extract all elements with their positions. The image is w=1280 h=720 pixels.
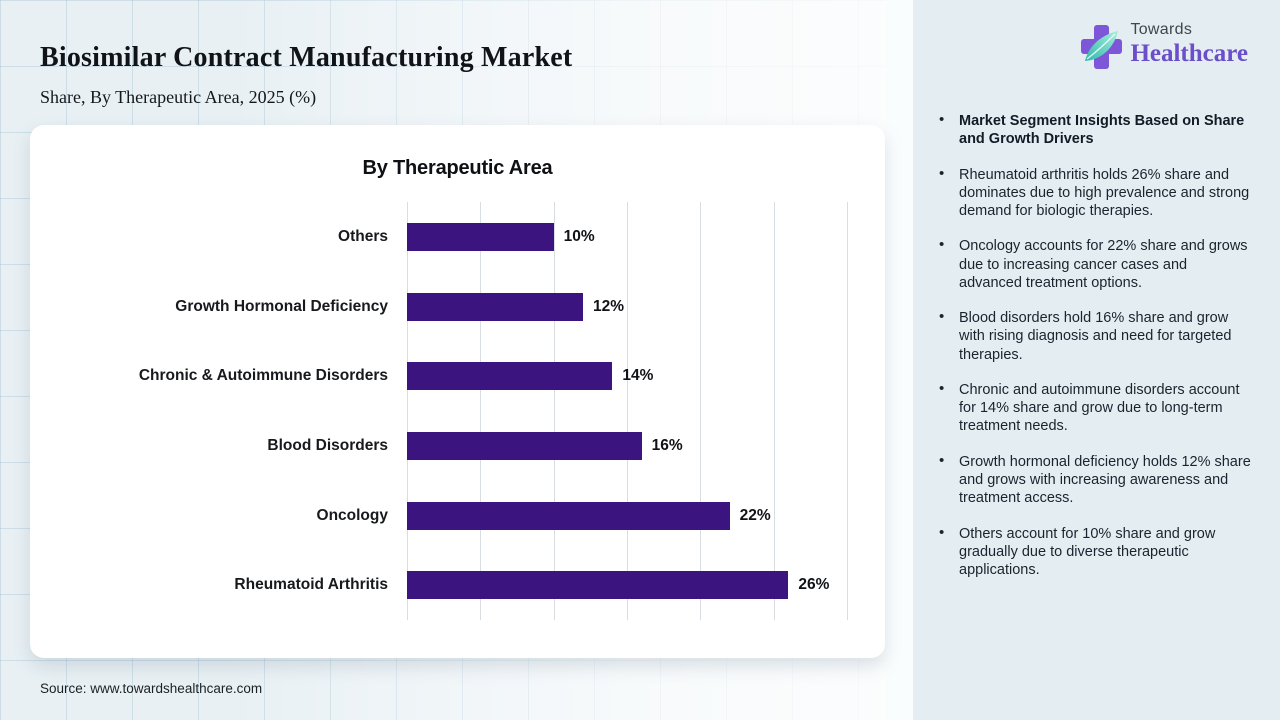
category-label: Growth Hormonal Deficiency bbox=[175, 297, 388, 315]
bullet-icon: • bbox=[939, 379, 945, 397]
insight-item: • Rheumatoid arthritis holds 26% share an… bbox=[935, 164, 1252, 221]
bar-track: 12% bbox=[407, 292, 885, 321]
insight-text: Oncology accounts for 22% share and grow… bbox=[959, 238, 1248, 291]
bar-track: 10% bbox=[407, 222, 885, 251]
bar bbox=[407, 501, 730, 530]
insight-item: • Oncology accounts for 22% share and gro… bbox=[935, 236, 1252, 292]
page-title: Biosimilar Contract Manufacturing Market bbox=[40, 42, 573, 73]
bar-row: Chronic & Autoimmune Disorders 14% bbox=[30, 341, 885, 411]
bar bbox=[407, 362, 613, 391]
chart-title: By Therapeutic Area bbox=[362, 157, 553, 179]
source-text: Source: www.towardshealthcare.com bbox=[40, 681, 263, 696]
chart-section: Biosimilar Contract Manufacturing Market… bbox=[0, 0, 885, 720]
insight-item: • Others account for 10% share and grow g… bbox=[935, 523, 1252, 580]
value-label: 22% bbox=[739, 506, 771, 524]
value-label: 14% bbox=[622, 367, 654, 385]
bullet-icon: • bbox=[939, 451, 945, 469]
gridline bbox=[847, 202, 848, 620]
category-label: Chronic & Autoimmune Disorders bbox=[138, 367, 388, 385]
bullet-icon: • bbox=[939, 111, 945, 128]
bullet-icon: • bbox=[939, 236, 945, 254]
insight-item: • Growth hormonal deficiency holds 12% sh… bbox=[935, 451, 1252, 508]
insight-item: • Chronic and autoimmune disorders accoun… bbox=[935, 379, 1252, 436]
bar-row: Oncology 22% bbox=[30, 481, 885, 551]
bar-track: 22% bbox=[407, 501, 885, 530]
insights-panel: Towards Healthcare • Market Segment Insig… bbox=[913, 0, 1280, 720]
logo-text-healthcare: Healthcare bbox=[1130, 40, 1248, 67]
insight-text: Growth hormonal deficiency holds 12% sha… bbox=[959, 453, 1251, 507]
value-label: 26% bbox=[798, 576, 830, 594]
gridline bbox=[480, 202, 482, 620]
medical-cross-leaf-icon bbox=[1081, 25, 1123, 69]
category-label: Blood Disorders bbox=[267, 436, 388, 454]
bullet-icon: • bbox=[939, 523, 945, 541]
gridline bbox=[407, 202, 408, 620]
gridline bbox=[700, 202, 702, 620]
bar bbox=[407, 222, 554, 251]
bar-row: Others 10% bbox=[30, 202, 885, 272]
category-label: Oncology bbox=[316, 506, 388, 524]
gridlines bbox=[407, 202, 848, 620]
bar-track: 14% bbox=[407, 362, 885, 391]
bar-rows: Others 10% Growth Hormonal Deficiency 12% Ch… bbox=[30, 202, 885, 620]
insight-text: Blood disorders hold 16% share and grow … bbox=[959, 310, 1232, 363]
bar-track: 26% bbox=[407, 571, 885, 600]
gridline bbox=[773, 202, 775, 620]
insight-text: Chronic and autoimmune disorders account… bbox=[959, 381, 1240, 435]
logo-text-towards: Towards bbox=[1130, 21, 1193, 38]
insight-text: Rheumatoid arthritis holds 26% share and… bbox=[959, 166, 1250, 220]
bullet-icon: • bbox=[939, 308, 945, 326]
bar-row: Rheumatoid Arthritis 26% bbox=[30, 550, 885, 620]
chart-card: By Therapeutic Area Others 10% Growth Horm… bbox=[30, 125, 885, 658]
insight-text: Others account for 10% share and grow gr… bbox=[959, 525, 1216, 579]
bar-row: Blood Disorders 16% bbox=[30, 411, 885, 481]
bar bbox=[407, 431, 642, 460]
gridline bbox=[627, 202, 628, 620]
bar bbox=[407, 571, 789, 600]
panel-divider bbox=[885, 0, 913, 720]
bullet-icon: • bbox=[939, 164, 945, 182]
insight-text: Market Segment Insights Based on Share a… bbox=[959, 113, 1245, 148]
gridline bbox=[553, 202, 555, 620]
category-label: Others bbox=[338, 227, 388, 245]
page-subtitle: Share, By Therapeutic Area, 2025 (%) bbox=[40, 87, 317, 107]
value-label: 10% bbox=[563, 227, 595, 245]
towards-healthcare-logo: Towards Healthcare bbox=[935, 22, 1252, 72]
bar bbox=[407, 292, 583, 321]
value-label: 16% bbox=[651, 436, 683, 454]
insight-item: • Market Segment Insights Based on Share … bbox=[935, 111, 1252, 149]
chart-plot-area: Others 10% Growth Hormonal Deficiency 12% Ch… bbox=[30, 202, 885, 620]
bar-track: 16% bbox=[407, 431, 885, 460]
insights-list: • Market Segment Insights Based on Share … bbox=[935, 111, 1252, 580]
bar-row: Growth Hormonal Deficiency 12% bbox=[30, 272, 885, 342]
insight-item: • Blood disorders hold 16% share and grow… bbox=[935, 308, 1252, 364]
category-label: Rheumatoid Arthritis bbox=[234, 576, 388, 594]
value-label: 12% bbox=[593, 297, 625, 315]
